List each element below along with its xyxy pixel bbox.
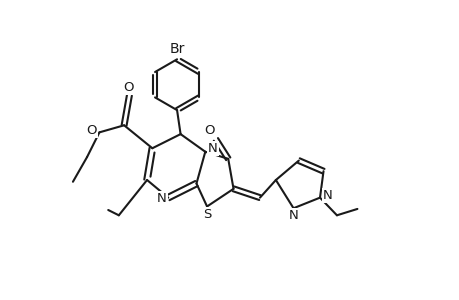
Text: N: N	[208, 142, 218, 155]
Text: N: N	[157, 192, 167, 205]
Text: S: S	[202, 208, 211, 221]
Text: O: O	[204, 124, 214, 137]
Text: N: N	[322, 189, 332, 203]
Text: Br: Br	[169, 42, 185, 56]
Text: O: O	[86, 124, 97, 137]
Text: N: N	[288, 209, 298, 222]
Text: O: O	[123, 81, 134, 94]
